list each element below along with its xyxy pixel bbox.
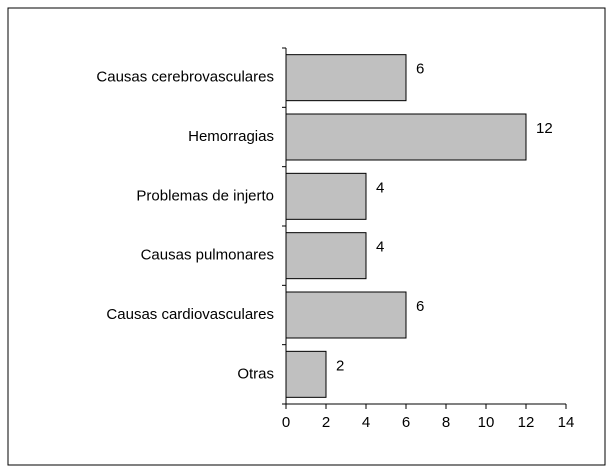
bar	[285, 172, 367, 220]
bar	[285, 232, 367, 280]
data-label: 4	[376, 239, 384, 256]
bar	[285, 291, 407, 339]
data-label: 2	[336, 357, 344, 374]
data-label: 6	[416, 61, 424, 78]
x-tick-label: 14	[558, 414, 575, 431]
y-tick-label: Causas cardiovasculares	[106, 306, 274, 323]
bar	[285, 113, 527, 161]
y-tick-label: Causas pulmonares	[141, 247, 274, 264]
bar	[285, 54, 407, 102]
data-label: 6	[416, 298, 424, 315]
y-tick-label: Otras	[237, 365, 274, 382]
bar	[285, 350, 327, 398]
x-tick-label: 6	[402, 414, 410, 431]
y-tick-label: Hemorragias	[188, 128, 274, 145]
x-tick-label: 12	[518, 414, 535, 431]
y-tick-label: Problemas de injerto	[136, 187, 274, 204]
data-label: 12	[536, 120, 553, 137]
x-tick-label: 10	[478, 414, 495, 431]
x-tick-label: 8	[442, 414, 450, 431]
x-tick-label: 4	[362, 414, 370, 431]
y-tick-label: Causas cerebrovasculares	[96, 69, 274, 86]
x-tick-label: 2	[322, 414, 330, 431]
data-label: 4	[376, 179, 384, 196]
x-tick-label: 0	[282, 414, 290, 431]
